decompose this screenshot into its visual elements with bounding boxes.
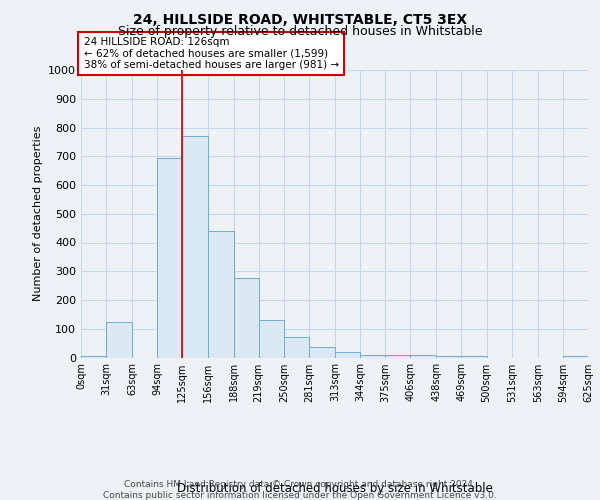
X-axis label: Distribution of detached houses by size in Whitstable: Distribution of detached houses by size … <box>176 482 493 496</box>
Text: Size of property relative to detached houses in Whitstable: Size of property relative to detached ho… <box>118 25 482 38</box>
Bar <box>436 356 461 358</box>
Bar <box>360 354 385 358</box>
Bar <box>461 356 487 358</box>
Text: 24, HILLSIDE ROAD, WHITSTABLE, CT5 3EX: 24, HILLSIDE ROAD, WHITSTABLE, CT5 3EX <box>133 12 467 26</box>
Bar <box>284 338 309 357</box>
Bar <box>233 278 259 357</box>
Bar <box>208 231 233 358</box>
Bar <box>385 354 410 358</box>
Y-axis label: Number of detached properties: Number of detached properties <box>32 126 43 302</box>
Bar <box>81 356 106 358</box>
Text: 24 HILLSIDE ROAD: 126sqm
← 62% of detached houses are smaller (1,599)
38% of sem: 24 HILLSIDE ROAD: 126sqm ← 62% of detach… <box>83 37 338 70</box>
Bar <box>410 354 436 358</box>
Bar <box>157 158 182 358</box>
Text: Contains public sector information licensed under the Open Government Licence v3: Contains public sector information licen… <box>103 491 497 500</box>
Bar <box>106 322 132 358</box>
Bar <box>259 320 284 358</box>
Text: Contains HM Land Registry data © Crown copyright and database right 2024.: Contains HM Land Registry data © Crown c… <box>124 480 476 489</box>
Bar <box>335 352 360 358</box>
Bar <box>309 348 335 358</box>
Bar <box>563 356 588 358</box>
Bar <box>182 136 208 358</box>
